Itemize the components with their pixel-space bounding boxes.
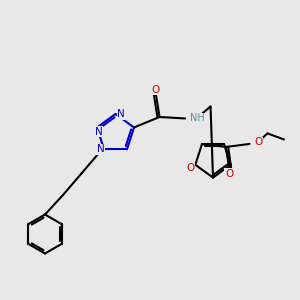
Text: O: O bbox=[187, 163, 195, 173]
Text: O: O bbox=[254, 137, 262, 148]
Text: NH: NH bbox=[190, 113, 205, 124]
Text: N: N bbox=[97, 144, 104, 154]
Text: O: O bbox=[225, 169, 233, 179]
Text: O: O bbox=[152, 85, 160, 95]
Text: N: N bbox=[94, 127, 102, 137]
Text: N: N bbox=[117, 109, 125, 119]
